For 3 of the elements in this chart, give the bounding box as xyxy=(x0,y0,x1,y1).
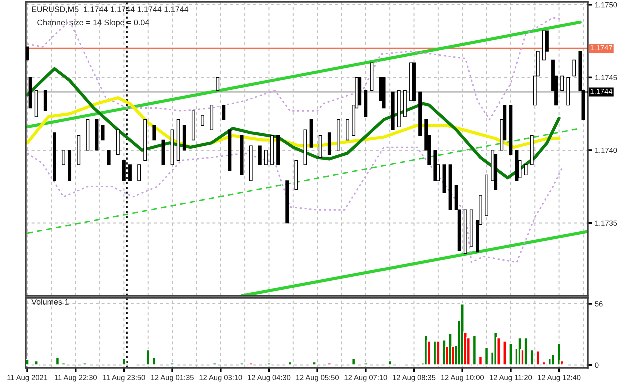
chart-title: EURUSD,M5 1.1744 1.1744 1.1744 1.1744 xyxy=(32,6,189,14)
text: Channel size = 14 Slope = 0.04 xyxy=(38,20,150,28)
chart-title: Volumes 1 xyxy=(32,299,69,305)
